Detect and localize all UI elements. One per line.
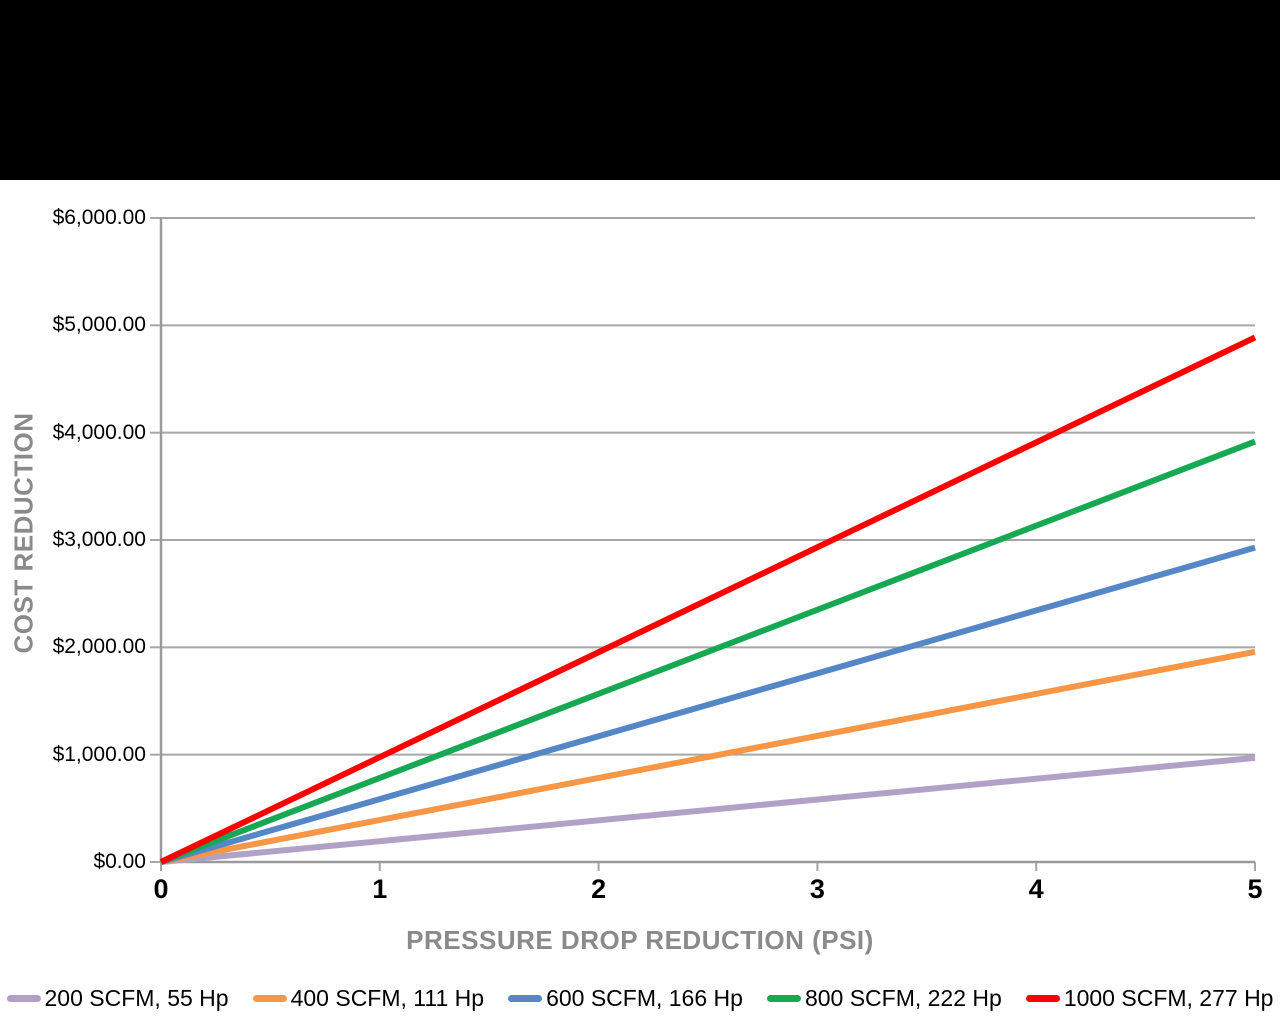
plot-area	[150, 217, 1257, 871]
legend-item: 200 SCFM, 55 Hp	[6, 984, 229, 1012]
x-tick-label: 4	[1028, 874, 1044, 904]
legend-item: 400 SCFM, 111 Hp	[252, 984, 485, 1012]
x-tick-label: 2	[591, 874, 607, 904]
cost-reduction-chart: $0.00 $1,000.00 $2,000.00 $3,000.00 $4,000.0…	[0, 180, 1280, 1024]
legend-line-swatch	[766, 994, 801, 1002]
legend-label: 200 SCFM, 55 Hp	[44, 984, 229, 1011]
x-tick-label: 5	[1247, 874, 1263, 904]
series-line-3	[159, 438, 1257, 865]
y-tick-label: $2,000.00	[52, 635, 146, 659]
legend-label: 600 SCFM, 166 Hp	[546, 984, 743, 1011]
legend-item: 600 SCFM, 166 Hp	[508, 985, 743, 1012]
x-axis-title: PRESSURE DROP REDUCTION (PSI)	[406, 925, 874, 955]
top-black-banner	[0, 0, 1280, 180]
y-tick-label: $3,000.00	[52, 528, 146, 551]
legend-label: 1000 SCFM, 277 Hp	[1063, 984, 1274, 1011]
y-tick-label: $0.00	[93, 850, 146, 873]
y-tick-label: $5,000.00	[52, 313, 146, 337]
legend-line-swatch	[1025, 994, 1060, 1002]
series-line-0	[160, 754, 1256, 865]
x-tick-label: 1	[372, 874, 388, 904]
y-tick-label: $6,000.00	[52, 206, 146, 229]
series-line-1	[160, 648, 1256, 865]
legend-label: 400 SCFM, 111 Hp	[290, 984, 485, 1011]
legend-label: 800 SCFM, 222 Hp	[804, 984, 1002, 1011]
x-tick-label: 3	[809, 874, 825, 904]
y-tick-label: $1,000.00	[52, 742, 146, 766]
series-line-2	[160, 544, 1256, 865]
series-line-4	[159, 334, 1257, 865]
legend-item: 1000 SCFM, 277 Hp	[1025, 984, 1274, 1012]
legend-line-swatch	[252, 994, 287, 1002]
y-axis-title: COST REDUCTION	[8, 412, 39, 654]
legend-line-swatch	[508, 994, 543, 1002]
legend: 200 SCFM, 55 Hp 400 SCFM, 111 Hp 600 SCFM,…	[0, 980, 1280, 1016]
legend-item: 800 SCFM, 222 Hp	[766, 984, 1002, 1012]
legend-line-swatch	[6, 994, 41, 1002]
x-tick-label: 0	[153, 874, 169, 904]
y-tick-label: $4,000.00	[52, 420, 146, 444]
